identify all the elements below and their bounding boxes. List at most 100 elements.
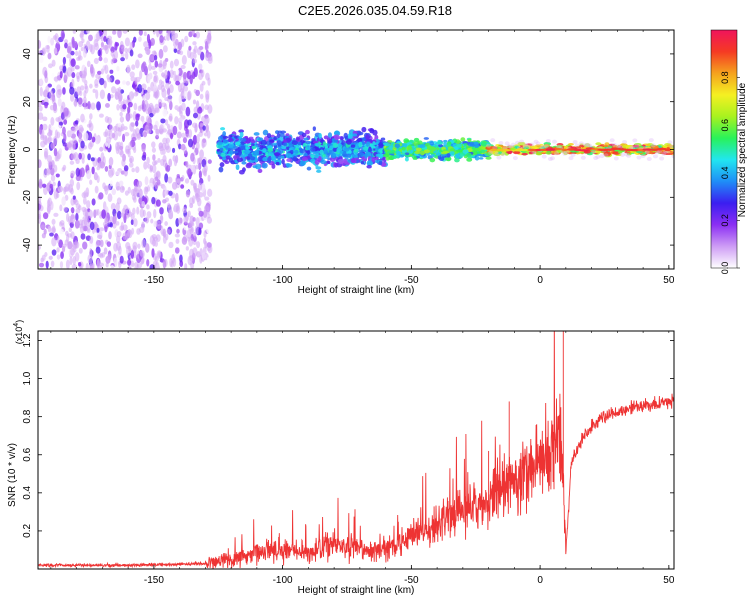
heatmap-cell (91, 198, 96, 206)
heatmap-cell (310, 154, 316, 159)
heatmap-cell (662, 145, 668, 149)
heatmap-cell (318, 133, 322, 139)
heatmap-cell (190, 164, 195, 173)
heatmap-cell (203, 118, 209, 126)
heatmap-cell (146, 48, 151, 56)
heatmap-cell (86, 225, 90, 232)
heatmap-cell (198, 63, 203, 71)
heatmap-cell (189, 202, 194, 209)
heatmap-cell (66, 241, 72, 250)
heatmap-cell (199, 122, 204, 127)
heatmap-cell (188, 197, 194, 206)
heatmap-cell (190, 226, 195, 233)
heatmap-cell (403, 142, 408, 149)
heatmap-cell (105, 102, 110, 108)
heatmap-cell (172, 70, 177, 76)
heatmap-cell (164, 82, 170, 90)
heatmap-cell (94, 78, 99, 87)
heatmap-cell (141, 144, 146, 153)
heatmap-cell (473, 150, 478, 156)
heatmap-cell (192, 112, 198, 119)
heatmap-cell (615, 144, 621, 149)
heatmap-cell (89, 236, 94, 244)
heatmap-cell (276, 140, 283, 146)
heatmap-cell (68, 130, 73, 138)
heatmap-cell (646, 156, 652, 161)
heatmap-cell (47, 197, 52, 207)
heatmap-cell (671, 154, 674, 159)
heatmap-cell (103, 247, 108, 255)
heatmap-cell (168, 241, 174, 249)
heatmap-cell (655, 150, 661, 155)
heatmap-cell (136, 262, 143, 269)
heatmap-cell (50, 126, 56, 131)
heatmap-cell (159, 207, 164, 215)
snr-panel: -150 -100 -50 0 50 0.2 0.4 0.6 0.8 1.0 1.2 Height… (7, 320, 675, 596)
heatmap-cell (129, 155, 135, 164)
heatmap-cell (59, 228, 64, 235)
heatmap-cell (153, 208, 157, 219)
heatmap-cell (189, 74, 193, 85)
heatmap-cell (187, 119, 193, 126)
colorbar-tick-label: 0.6 (720, 119, 730, 132)
heatmap-cell (207, 104, 213, 114)
heatmap-cell (345, 139, 352, 145)
heatmap-cell (99, 239, 104, 248)
heatmap-cell (154, 107, 160, 114)
heatmap-cell (129, 122, 134, 132)
heatmap-cell (63, 70, 69, 80)
heatmap-cell (51, 237, 57, 247)
heatmap-cell (155, 264, 161, 269)
heatmap-cell (150, 81, 155, 92)
heatmap-cell (561, 148, 568, 152)
heatmap-cell (273, 136, 278, 140)
heatmap-cell (174, 247, 180, 254)
heatmap-cell (86, 30, 91, 35)
heatmap-cell (80, 113, 85, 123)
heatmap-cell (72, 137, 77, 145)
heatmap-cell (130, 188, 136, 196)
heatmap-cell (220, 152, 226, 157)
heatmap-cell (144, 186, 149, 193)
heatmap-cell (429, 157, 436, 163)
heatmap-cell (141, 238, 146, 249)
heatmap-cell (183, 215, 189, 224)
heatmap-cell (507, 150, 512, 155)
heatmap-cell (175, 178, 181, 189)
heatmap-cell (112, 30, 117, 35)
heatmap-cell (102, 221, 109, 227)
heatmap-cell (502, 149, 512, 152)
heatmap-cell (305, 129, 310, 135)
heatmap-cell (123, 126, 128, 131)
heatmap-cell (46, 154, 53, 163)
heatmap-cell (533, 139, 539, 144)
heatmap-cell (119, 185, 125, 193)
heatmap-cell (40, 140, 46, 148)
heatmap-cell (165, 137, 171, 144)
heatmap-cell (59, 65, 63, 71)
heatmap-cell (467, 138, 472, 142)
heatmap-cell (97, 252, 103, 258)
heatmap-cell (137, 84, 143, 94)
snr-y-tick-label: 0.2 (22, 524, 33, 538)
heatmap-cell (122, 103, 127, 110)
heatmap-cell (661, 151, 667, 156)
heatmap-cell (149, 54, 155, 62)
heatmap-cell (56, 235, 60, 244)
snr-x-tick-label: 0 (537, 575, 543, 586)
heatmap-cell (513, 151, 521, 155)
heatmap-cell (314, 153, 319, 159)
heatmap-cell (55, 192, 60, 199)
heatmap-cell (118, 180, 124, 187)
heatmap-cell (56, 254, 61, 260)
heatmap-cell (199, 83, 204, 92)
heatmap-cell (172, 155, 176, 162)
heatmap-cell (56, 247, 60, 253)
heatmap-cell (45, 85, 50, 93)
heatmap-cell (130, 219, 134, 226)
heatmap-cell (70, 170, 76, 177)
heatmap-cell (101, 251, 106, 258)
heatmap-cell (204, 240, 208, 249)
heatmap-cell (137, 243, 141, 249)
